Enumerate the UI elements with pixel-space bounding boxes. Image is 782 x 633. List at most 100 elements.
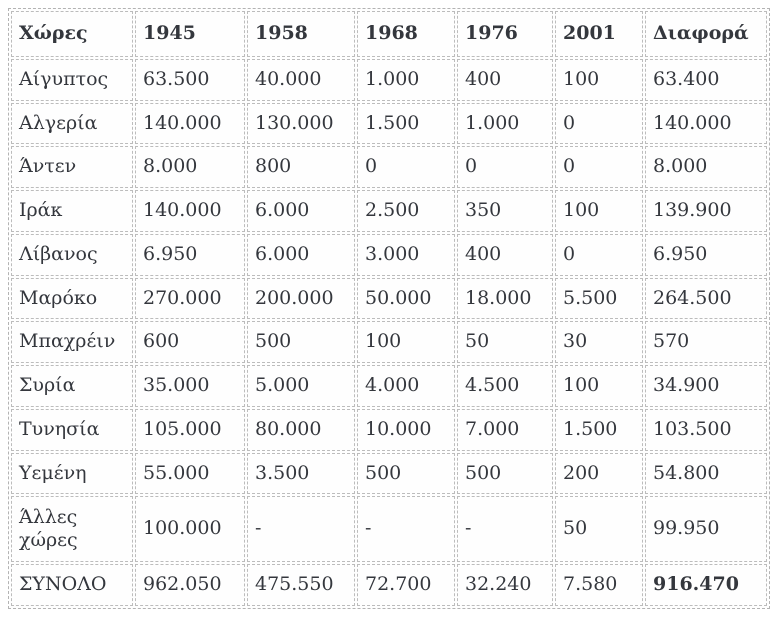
column-header-2001: 2001 [555,11,643,57]
table-row: Συρία 35.000 5.000 4.000 4.500 100 34.90… [11,365,767,407]
table-cell: 5.500 [555,277,643,320]
table-row: Αλγερία 140.000 130.000 1.500 1.000 0 14… [11,102,767,145]
table-row: Υεμένη 55.000 3.500 500 500 200 54.800 [11,452,767,495]
row-label: Άντεν [11,146,133,188]
table-cell: 0 [555,233,643,276]
table-cell: 1.000 [357,58,455,101]
table-cell: 63.400 [645,58,767,101]
row-label: Συρία [11,365,133,407]
row-label: Αίγυπτος [11,58,133,101]
table-cell: 140.000 [135,102,245,145]
table-cell: 35.000 [135,365,245,407]
row-label: Λίβανος [11,233,133,276]
table-row: Ιράκ 140.000 6.000 2.500 350 100 139.900 [11,190,767,232]
table-cell: 50 [457,321,553,363]
table-cell: 600 [135,321,245,363]
table-cell: 72.700 [357,564,455,606]
table-cell: 475.550 [247,564,355,606]
table-cell: 8.000 [645,146,767,188]
table-cell: 40.000 [247,58,355,101]
table-cell: 800 [247,146,355,188]
table-cell: 100.000 [135,496,245,563]
table-row: Αίγυπτος 63.500 40.000 1.000 400 100 63.… [11,58,767,101]
table-cell: 140.000 [135,190,245,232]
column-header-countries: Χώρες [11,11,133,57]
table-cell: 350 [457,190,553,232]
table-cell: 34.900 [645,365,767,407]
table-cell: 32.240 [457,564,553,606]
column-header-1968: 1968 [357,11,455,57]
table-cell: 10.000 [357,408,455,451]
table-row: Τυνησία 105.000 80.000 10.000 7.000 1.50… [11,408,767,451]
table-cell: 500 [457,452,553,495]
table-cell: 200 [555,452,643,495]
table-row: Άντεν 8.000 800 0 0 0 8.000 [11,146,767,188]
column-header-1958: 1958 [247,11,355,57]
table-row-total: ΣΥΝΟΛΟ 962.050 475.550 72.700 32.240 7.5… [11,564,767,606]
row-label: Ιράκ [11,190,133,232]
table-cell: 50 [555,496,643,563]
table-cell: 0 [555,102,643,145]
table-cell: 3.000 [357,233,455,276]
table-cell: 3.500 [247,452,355,495]
table-cell: 0 [357,146,455,188]
table-cell: 63.500 [135,58,245,101]
row-label: Άλλες χώρες [11,496,133,563]
table-cell: 100 [555,190,643,232]
table-row: Μαρόκο 270.000 200.000 50.000 18.000 5.5… [11,277,767,320]
table-cell: 30 [555,321,643,363]
table-cell: 6.950 [135,233,245,276]
emigration-table: Χώρες 1945 1958 1968 1976 2001 Διαφορά Α… [8,8,770,609]
page-body: Χώρες 1945 1958 1968 1976 2001 Διαφορά Α… [8,8,770,609]
table-cell: 2.500 [357,190,455,232]
table-cell: 100 [555,58,643,101]
table-cell: 400 [457,58,553,101]
table-cell: 1.000 [457,102,553,145]
table-cell: 5.000 [247,365,355,407]
table-row-other-countries: Άλλες χώρες 100.000 - - - 50 99.950 [11,496,767,563]
table-cell: 6.000 [247,233,355,276]
table-cell: 0 [555,146,643,188]
row-label: Τυνησία [11,408,133,451]
table-row: Λίβανος 6.950 6.000 3.000 400 0 6.950 [11,233,767,276]
table-cell: - [457,496,553,563]
table-cell: 54.800 [645,452,767,495]
table-cell: 962.050 [135,564,245,606]
table-cell: 103.500 [645,408,767,451]
table-cell: 7.000 [457,408,553,451]
table-cell: 8.000 [135,146,245,188]
table-cell: 200.000 [247,277,355,320]
table-cell: 80.000 [247,408,355,451]
column-header-1945: 1945 [135,11,245,57]
row-label-total: ΣΥΝΟΛΟ [11,564,133,606]
table-cell: 1.500 [357,102,455,145]
table-cell: 105.000 [135,408,245,451]
table-cell: 270.000 [135,277,245,320]
row-label: Αλγερία [11,102,133,145]
table-cell: 99.950 [645,496,767,563]
table-cell: 4.500 [457,365,553,407]
table-cell: 100 [555,365,643,407]
table-cell: 500 [357,452,455,495]
table-cell: 500 [247,321,355,363]
table-cell: 6.950 [645,233,767,276]
table-cell: 55.000 [135,452,245,495]
table-cell: 0 [457,146,553,188]
table-cell: 400 [457,233,553,276]
table-cell: 139.900 [645,190,767,232]
table-cell: 18.000 [457,277,553,320]
table-cell: 6.000 [247,190,355,232]
row-label: Υεμένη [11,452,133,495]
table-cell: 1.500 [555,408,643,451]
table-cell: 130.000 [247,102,355,145]
table-cell: - [247,496,355,563]
table-cell: 570 [645,321,767,363]
table-cell: 50.000 [357,277,455,320]
column-header-diff: Διαφορά [645,11,767,57]
row-label: Μαρόκο [11,277,133,320]
table-cell: 100 [357,321,455,363]
table-cell-total-diff: 916.470 [645,564,767,606]
row-label: Μπαχρέιν [11,321,133,363]
column-header-1976: 1976 [457,11,553,57]
table-cell: 140.000 [645,102,767,145]
